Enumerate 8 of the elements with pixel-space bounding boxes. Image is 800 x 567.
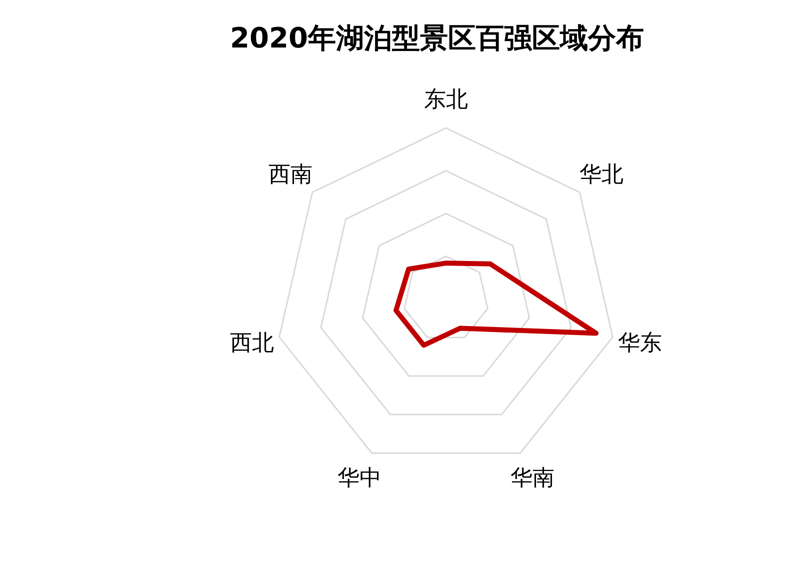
category-label: 华东 [618, 330, 662, 356]
category-label: 华南 [510, 466, 554, 491]
category-label: 西南 [268, 162, 312, 188]
title: 2020年湖泊型景区百强区域分布 [230, 22, 644, 54]
category-label: 东北 [424, 88, 468, 112]
category-label: 华北 [580, 162, 624, 188]
category-label: 华中 [338, 466, 382, 491]
category-label: 西北 [230, 330, 274, 356]
